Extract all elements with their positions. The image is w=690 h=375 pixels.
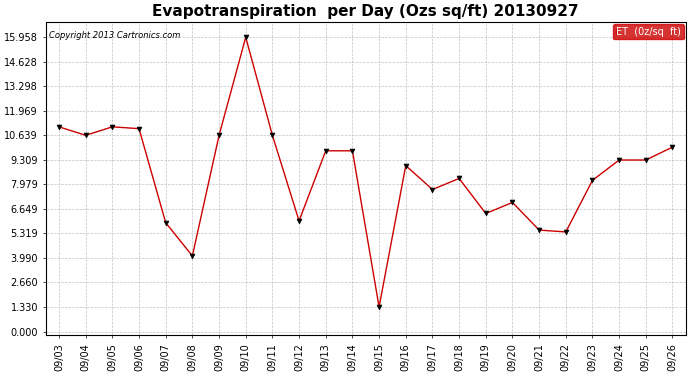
- Legend: ET  (0z/sq  ft): ET (0z/sq ft): [613, 24, 684, 39]
- Title: Evapotranspiration  per Day (Ozs sq/ft) 20130927: Evapotranspiration per Day (Ozs sq/ft) 2…: [152, 4, 579, 19]
- Text: Copyright 2013 Cartronics.com: Copyright 2013 Cartronics.com: [49, 31, 180, 40]
